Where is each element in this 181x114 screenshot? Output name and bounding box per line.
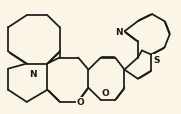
Text: N: N <box>115 28 123 36</box>
Text: S: S <box>153 56 160 64</box>
Text: O: O <box>101 89 109 97</box>
Text: N: N <box>29 70 37 78</box>
Text: O: O <box>76 98 84 106</box>
